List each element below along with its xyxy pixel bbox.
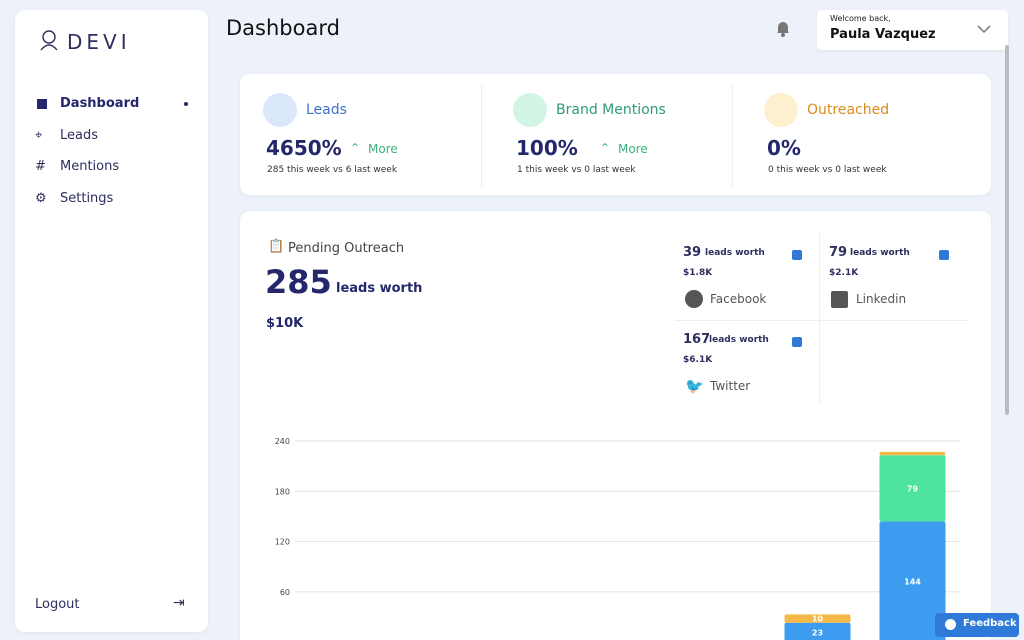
source-name: Twitter [710, 379, 751, 393]
twitter-icon: 🐦 [685, 377, 704, 395]
bar-segment [879, 521, 946, 640]
stat-note: 285 this week vs 6 last week [267, 165, 398, 175]
feedback-label: Feedback [963, 618, 1017, 629]
source-name: Facebook [710, 292, 767, 306]
divider [732, 84, 733, 188]
nav-icon [37, 99, 47, 109]
y-tick-label: 120 [275, 538, 290, 547]
sidebar: DEVI Dashboard ⌖ Leads # Mentions ⚙ Sett… [15, 10, 208, 632]
source-amount: $2.1K [829, 268, 859, 278]
logo: DEVI [67, 30, 131, 54]
bar-segment [879, 455, 946, 522]
nav-icon: # [35, 159, 46, 174]
source-amount: $6.1K [683, 355, 713, 365]
feedback-button[interactable]: Feedback [935, 613, 1019, 637]
stat-label: Outreached [807, 102, 890, 118]
pending-amount: $10K [266, 316, 304, 331]
y-tick-label: 60 [280, 588, 290, 597]
feedback-icon [945, 619, 956, 630]
stat-icon [764, 93, 798, 127]
trend-arrow: ⌃ [350, 141, 361, 155]
logo-icon [40, 30, 58, 51]
source-unit: leads worth [709, 335, 769, 345]
active-dot [184, 102, 188, 106]
stat-label: Leads [306, 102, 347, 118]
stat-value: 100% [516, 136, 578, 160]
data-label: 144 [904, 578, 921, 587]
bar-segment [879, 451, 946, 456]
source-unit: leads worth [850, 248, 910, 258]
checkbox[interactable] [792, 337, 802, 347]
pending-count: 285 [265, 263, 332, 301]
pending-unit: leads worth [336, 281, 423, 296]
linkedin-icon [831, 291, 848, 308]
nav-icon: ⚙ [35, 191, 47, 206]
stat-label: Brand Mentions [556, 102, 666, 118]
source-count: 79 [829, 245, 848, 260]
chart: 60 120 180 240 23 10 144 79 [275, 437, 960, 640]
logout[interactable]: Logout [35, 597, 80, 612]
data-label: 23 [812, 628, 823, 637]
divider [675, 320, 968, 321]
data-label: 10 [812, 615, 824, 624]
source-amount: $1.8K [683, 268, 713, 278]
stat-icon [263, 93, 297, 127]
user-box[interactable]: Welcome back, Paula Vazquez [817, 10, 1008, 50]
source-unit: leads worth [705, 248, 765, 258]
divider [819, 232, 820, 405]
pending-title: Pending Outreach [288, 241, 405, 256]
source-name: Linkedin [856, 292, 907, 306]
scrollbar[interactable] [1005, 45, 1009, 415]
welcome: Welcome back, [830, 14, 891, 23]
divider [481, 84, 482, 188]
y-tick-label: 180 [275, 487, 290, 496]
nav-icon: ⌖ [35, 128, 43, 143]
nav-item[interactable]: Dashboard [60, 96, 140, 111]
outreach-card: 📋 Pending Outreach 285 leads worth $10K … [240, 211, 991, 640]
bell-icon[interactable] [775, 19, 791, 37]
chevron [977, 25, 991, 34]
trend-arrow: ⌃ [600, 141, 611, 155]
bar-segment [784, 622, 851, 640]
y-tick-label: 240 [275, 437, 290, 446]
source-count: 39 [683, 245, 702, 260]
trend: More [368, 142, 398, 156]
stat-note: 0 this week vs 0 last week [768, 165, 887, 175]
stat-note: 1 this week vs 0 last week [517, 165, 636, 175]
user-name: Paula Vazquez [830, 27, 936, 42]
facebook-icon [685, 290, 703, 308]
stat-value: 0% [767, 136, 801, 160]
stat-value: 4650% [266, 136, 342, 160]
nav-item[interactable]: Leads [60, 128, 99, 143]
pending-icon: 📋 [268, 239, 285, 254]
checkbox[interactable] [792, 250, 802, 260]
nav-item[interactable]: Mentions [60, 159, 120, 174]
stat-icon [513, 93, 547, 127]
nav-item[interactable]: Settings [60, 191, 114, 206]
bar-segment [784, 614, 851, 623]
source-count: 167 [683, 332, 711, 347]
data-label: 79 [907, 484, 919, 493]
stats-card: Leads 4650% ⌃ More 285 this week vs 6 la… [240, 74, 991, 195]
checkbox[interactable] [939, 250, 949, 260]
trend: More [618, 142, 648, 156]
page-title: Dashboard [226, 16, 340, 40]
logout-icon[interactable]: ⇥ [173, 595, 185, 611]
